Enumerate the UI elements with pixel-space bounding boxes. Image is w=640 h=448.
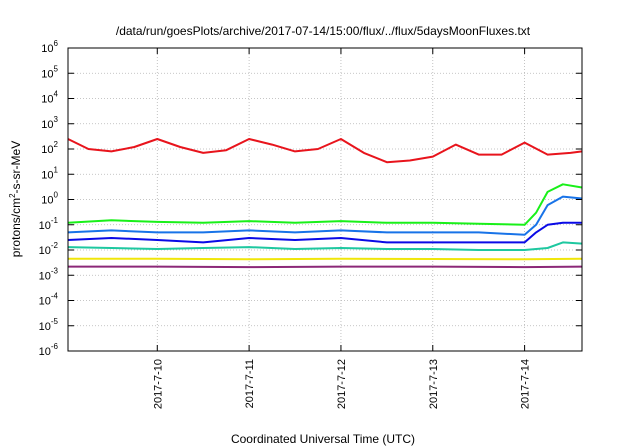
y-tick-label: 101 <box>41 165 58 181</box>
y-tick-label: 102 <box>41 140 58 156</box>
x-tick-label: 2017-7-10 <box>152 359 164 409</box>
x-tick-label: 2017-7-11 <box>244 359 256 408</box>
y-tick-label: 10-5 <box>39 317 59 333</box>
x-tick-label: 2017-7-13 <box>428 359 440 409</box>
y-axis: 10-6 10-5 10-4 10-3 10-2 10-1 100 101 102 103 104 1… <box>39 39 582 358</box>
chart-title: /data/run/goesPlots/archive/2017-07-14/1… <box>116 24 531 38</box>
plot-frame <box>67 47 583 352</box>
series-line-1 <box>67 138 583 164</box>
y-tick-label: 103 <box>41 115 58 131</box>
series-line-2 <box>67 183 583 226</box>
series-line-5 <box>67 241 583 251</box>
y-tick-label: 10-3 <box>39 266 59 282</box>
series-line-6 <box>68 257 583 261</box>
series-line-3 <box>67 195 583 236</box>
series-line-4 <box>67 221 582 244</box>
y-tick-label: 104 <box>41 90 58 106</box>
y-tick-label: 10-2 <box>39 241 59 257</box>
y-tick-label: 10-6 <box>39 342 59 358</box>
series-line-7 <box>68 265 583 269</box>
y-tick-label: 100 <box>41 191 58 207</box>
y-tick-label: 106 <box>41 39 58 55</box>
grid <box>68 48 582 351</box>
x-axis: 2017-7-10 2017-7-11 2017-7-12 2017-7-13 2017… <box>152 48 532 409</box>
y-tick-label: 105 <box>41 64 58 80</box>
y-axis-label-sup: 2 <box>8 193 17 198</box>
y-tick-label: 10-1 <box>39 216 59 232</box>
x-tick-label: 2017-7-12 <box>336 359 348 409</box>
y-tick-label: 10-4 <box>39 292 59 308</box>
series-layer <box>67 138 583 269</box>
y-axis-label-pre: protons/cm <box>9 198 23 257</box>
x-tick-label: 2017-7-14 <box>520 359 532 409</box>
y-axis-label-post: -s-sr-MeV <box>9 141 23 194</box>
y-axis-label: protons/cm2-s-sr-MeV <box>8 141 23 257</box>
x-axis-label: Coordinated Universal Time (UTC) <box>231 432 415 446</box>
